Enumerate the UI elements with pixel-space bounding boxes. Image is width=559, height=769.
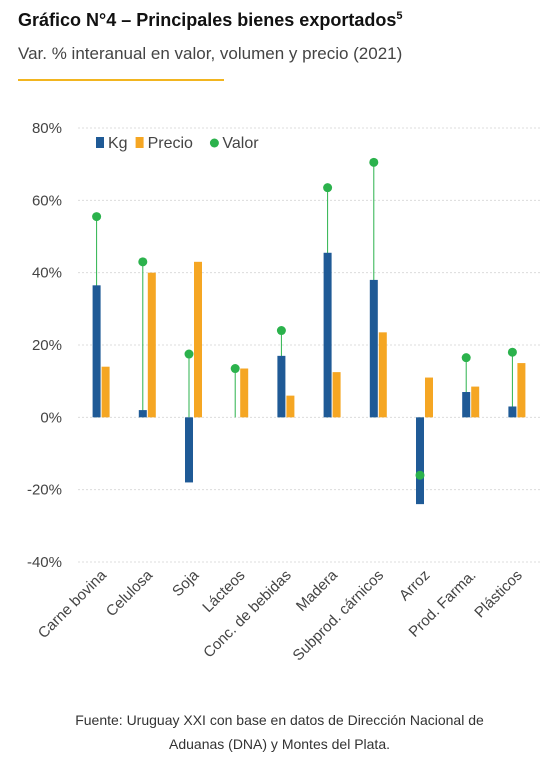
category-label: Soja xyxy=(169,566,203,600)
y-tick-label: -40% xyxy=(27,554,62,571)
valor-point xyxy=(323,183,333,193)
y-tick-label: 0% xyxy=(40,409,62,426)
kg-bar xyxy=(185,417,193,483)
valor-point xyxy=(415,470,425,480)
y-tick-label: 40% xyxy=(32,265,62,282)
precio-bar xyxy=(147,272,156,418)
legend-label: Valor xyxy=(222,135,259,152)
kg-bar xyxy=(369,279,378,418)
valor-point xyxy=(461,353,471,363)
legend-swatch xyxy=(209,138,219,148)
kg-bar xyxy=(277,355,286,418)
precio-bar xyxy=(425,377,433,418)
valor-point xyxy=(369,157,379,167)
legend-label: Precio xyxy=(148,135,193,152)
category-label: Celulosa xyxy=(103,566,157,620)
valor-point xyxy=(230,364,240,374)
y-tick-label: 20% xyxy=(32,337,62,354)
precio-bar xyxy=(101,366,110,418)
category-label: Conc. de bebidas xyxy=(200,567,295,662)
precio-bar xyxy=(471,386,480,418)
chart-title: Gráfico N°4 – Principales bienes exporta… xyxy=(18,10,402,31)
chart-subtitle: Var. % interanual en valor, volumen y pr… xyxy=(18,44,403,63)
category-label: Plásticos xyxy=(471,567,525,621)
precio-bar xyxy=(286,395,295,418)
legend-label: Kg xyxy=(108,135,128,152)
y-tick-label: -20% xyxy=(27,482,62,499)
valor-point xyxy=(184,349,194,359)
precio-bar xyxy=(378,332,387,418)
precio-bar xyxy=(240,368,249,418)
kg-bar xyxy=(92,285,101,418)
category-label: Subprod. cárnicos xyxy=(290,567,388,665)
legend-swatch xyxy=(96,137,104,148)
kg-bar xyxy=(508,406,517,418)
precio-bar xyxy=(517,363,526,418)
kg-bar xyxy=(462,392,471,418)
valor-point xyxy=(138,257,148,267)
valor-point xyxy=(92,212,102,222)
source-note: Fuente: Uruguay XXI con base en datos de… xyxy=(0,708,559,756)
valor-point xyxy=(276,326,286,336)
kg-bar xyxy=(138,410,147,418)
source-line-2: Aduanas (DNA) y Montes del Plata. xyxy=(169,736,390,752)
footnote-marker: 5 xyxy=(396,10,403,22)
source-line-1: Fuente: Uruguay XXI con base en datos de… xyxy=(75,712,484,728)
category-label: Arroz xyxy=(396,567,433,604)
bar-chart: -40% -20% 0% 20% 40% 60% 80% Carne bovinaCelulo… xyxy=(27,120,540,665)
precio-bar xyxy=(194,261,202,418)
title-underline xyxy=(18,79,224,81)
valor-point xyxy=(507,347,517,357)
legend-swatch xyxy=(135,137,144,148)
precio-bar xyxy=(332,372,341,418)
y-tick-label: 80% xyxy=(32,120,62,137)
kg-bar xyxy=(416,417,424,505)
y-tick-label: 60% xyxy=(32,192,62,209)
kg-bar xyxy=(323,252,332,418)
chart-title-text: Gráfico N°4 – Principales bienes exporta… xyxy=(18,10,397,30)
category-label: Carne bovina xyxy=(35,566,111,642)
